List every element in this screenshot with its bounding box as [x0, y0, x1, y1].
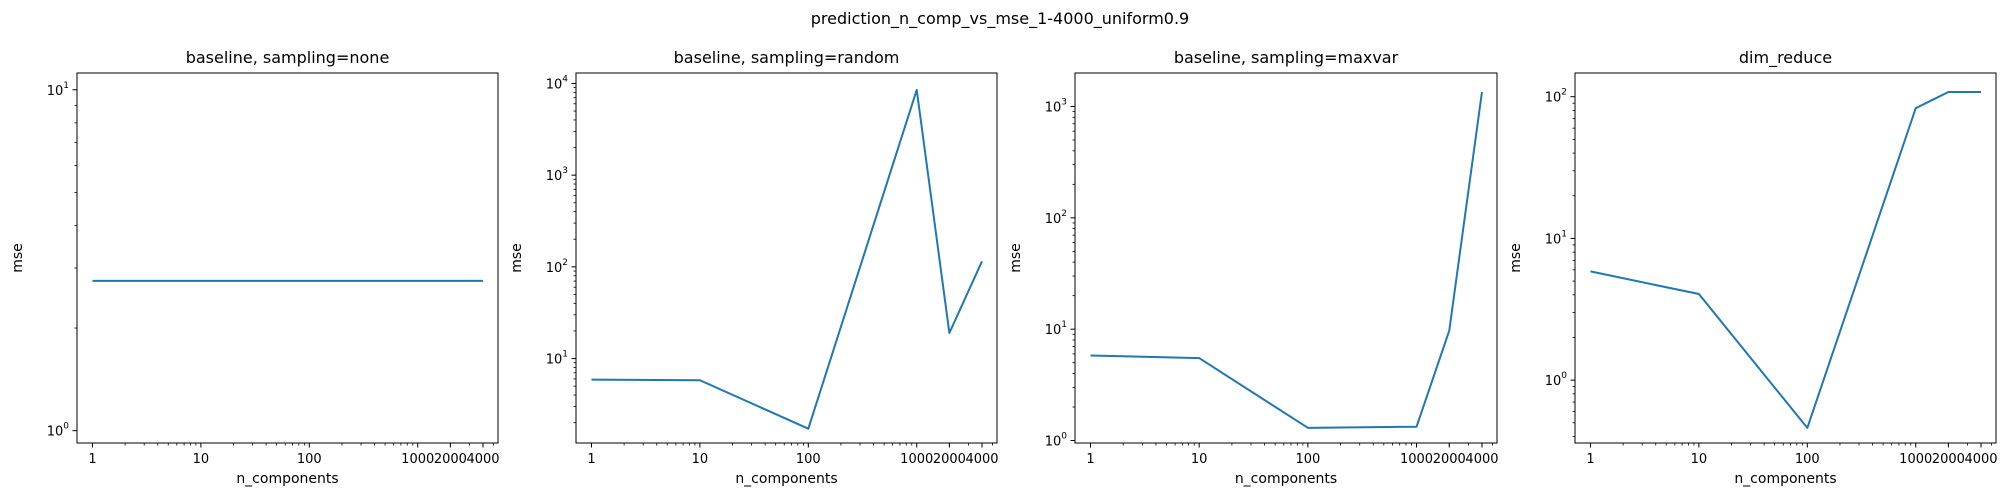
y-tick-label: 101: [1545, 229, 1567, 247]
x-tick-label: 1: [1086, 452, 1094, 467]
x-tick-label: 100: [796, 452, 821, 467]
plot-frame: [575, 72, 998, 444]
subplot-4: dim_reduce 1 10 100 1000 2000 4000 100 101 102 n_c…: [1508, 48, 1998, 487]
x-tick-label: 100: [1795, 452, 1820, 467]
x-tick-label: 1: [88, 452, 96, 467]
x-tick-label: 2000: [434, 452, 467, 467]
subplot-3: baseline, sampling=maxvar 1 10 100 1000 2000 4…: [1008, 48, 1499, 487]
x-tick-label: 1: [1586, 452, 1594, 467]
x-tick-label: 100: [1295, 452, 1320, 467]
subplot-title: baseline, sampling=random: [674, 48, 900, 67]
series-line-1: [1090, 91, 1483, 429]
subplot-2: baseline, sampling=random 1 10 100 1000 2000 4…: [509, 48, 999, 487]
x-tick-label: 100: [297, 452, 322, 467]
y-tick-label: 103: [1045, 98, 1067, 116]
y-tick-label: 100: [1045, 432, 1068, 450]
x-tick-label: 4000: [466, 452, 499, 467]
y-tick-label: 100: [1545, 371, 1568, 389]
subplot-title: dim_reduce: [1739, 48, 1832, 68]
x-tick-label: 2000: [1433, 452, 1466, 467]
x-axis-label: n_components: [1235, 471, 1337, 487]
x-axis-label: n_components: [735, 471, 837, 487]
x-tick-label: 4000: [965, 452, 998, 467]
y-axis-label: mse: [509, 243, 525, 273]
x-tick-label: 10: [193, 452, 210, 467]
y-tick-label: 104: [546, 74, 569, 92]
subplot-title: baseline, sampling=none: [186, 48, 390, 67]
x-tick-label: 10: [1691, 452, 1708, 467]
y-tick-label: 102: [1545, 88, 1567, 106]
y-tick-label: 101: [546, 350, 568, 368]
x-tick-label: 1000: [401, 452, 434, 467]
x-tick-label: 1000: [900, 452, 933, 467]
plot-frame: [76, 72, 499, 444]
subplot-title: baseline, sampling=maxvar: [1174, 48, 1399, 67]
y-tick-label: 101: [1045, 320, 1067, 338]
x-tick-label: 2000: [1932, 452, 1965, 467]
y-tick-label: 101: [47, 81, 69, 99]
figure-title: prediction_n_comp_vs_mse_1-4000_uniform0…: [811, 9, 1189, 29]
series-line-1: [1590, 90, 1982, 429]
x-tick-label: 2000: [933, 452, 966, 467]
y-axis-label: mse: [1008, 243, 1024, 273]
y-tick-label: 102: [1045, 209, 1067, 227]
x-tick-label: 4000: [1964, 452, 1997, 467]
x-tick-label: 4000: [1465, 452, 1498, 467]
subplot-1: baseline, sampling=none 1 10 100 1000 2000 400…: [10, 48, 500, 487]
y-tick-label: 103: [546, 166, 568, 184]
y-tick-label: 100: [47, 422, 70, 440]
x-axis-label: n_components: [1734, 471, 1836, 487]
x-axis-label: n_components: [236, 471, 338, 487]
x-tick-label: 10: [1191, 452, 1208, 467]
y-axis-label: mse: [1508, 243, 1524, 273]
x-tick-label: 1000: [1899, 452, 1932, 467]
x-tick-label: 10: [692, 452, 709, 467]
series-line-1: [591, 88, 983, 430]
plot-frame: [1074, 72, 1498, 444]
x-tick-label: 1000: [1400, 452, 1433, 467]
y-tick-label: 102: [546, 258, 568, 276]
y-axis-label: mse: [10, 243, 26, 273]
x-tick-label: 1: [587, 452, 595, 467]
plot-frame: [1574, 72, 1997, 444]
